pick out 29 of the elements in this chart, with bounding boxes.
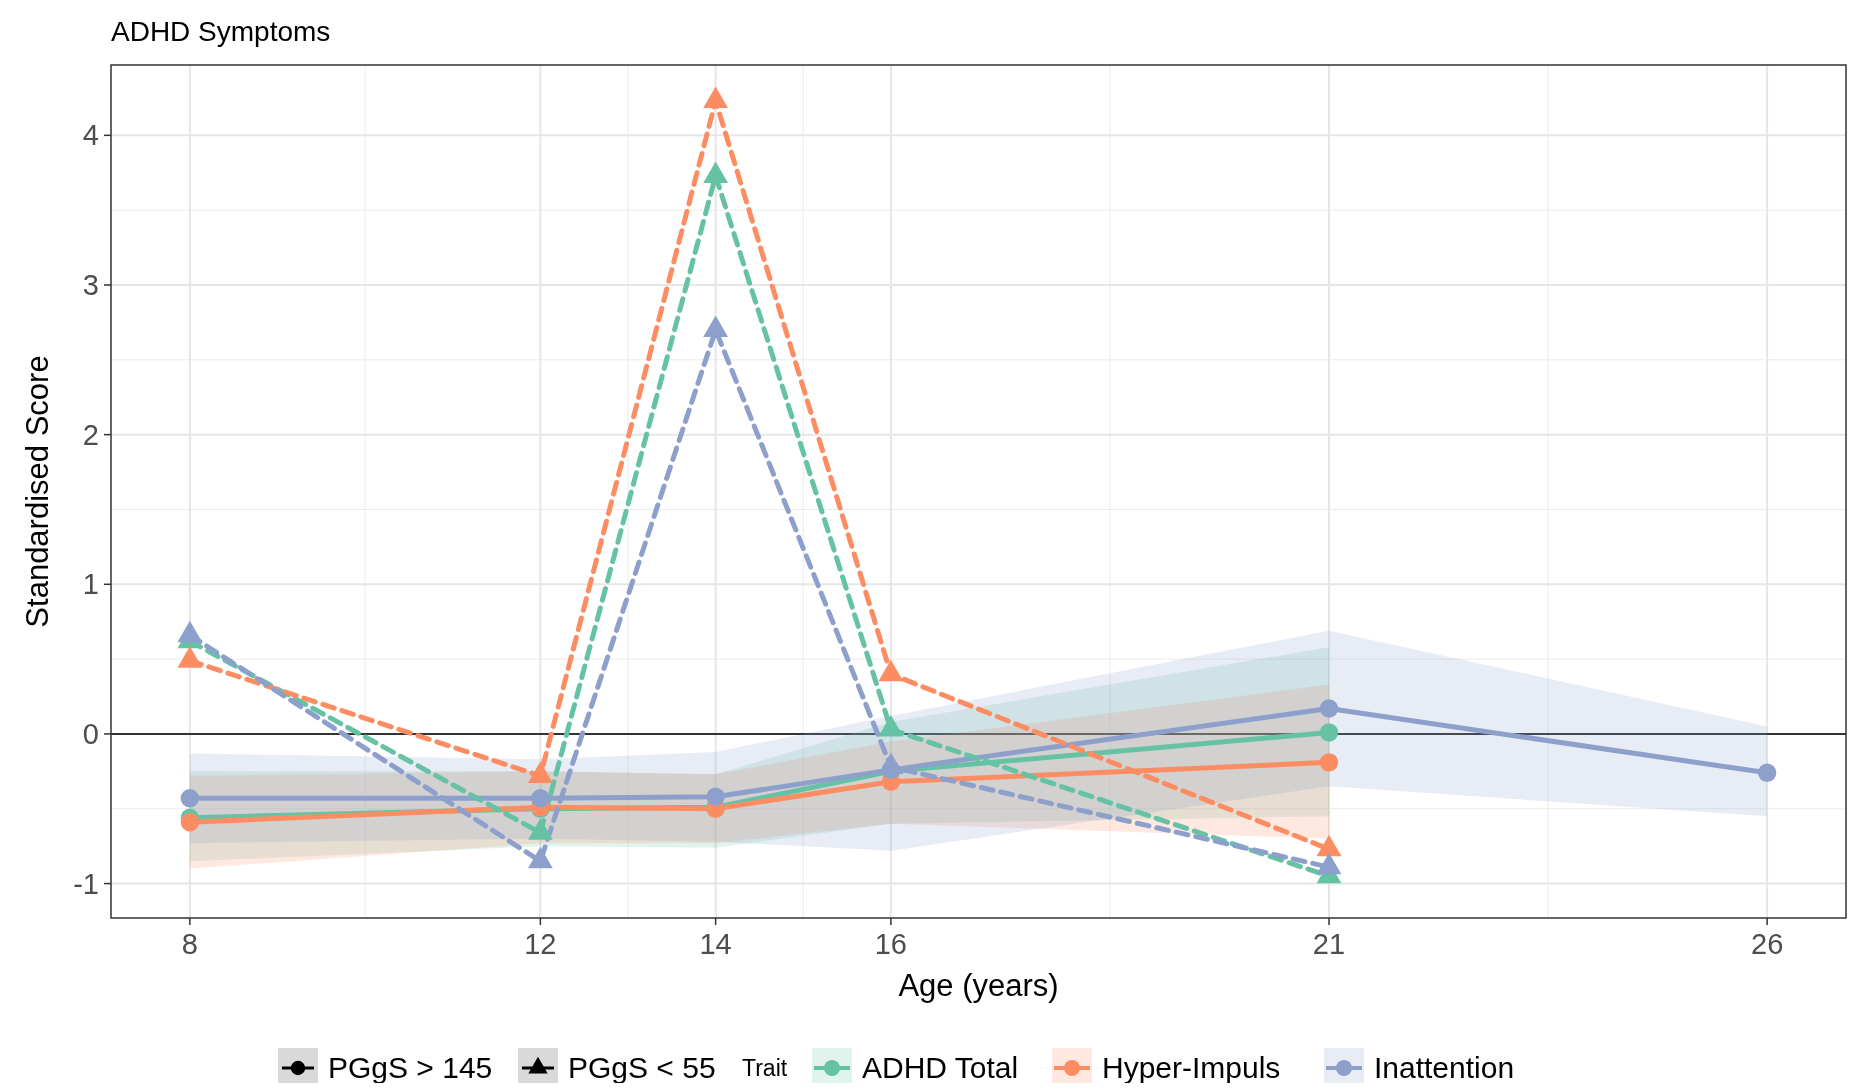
legend-label: ADHD Total: [862, 1051, 1019, 1084]
point: [1757, 763, 1777, 783]
point: [1319, 753, 1339, 772]
point: [180, 789, 200, 808]
y-tick-label: 0: [82, 717, 99, 750]
y-tick-label: 2: [82, 418, 99, 451]
y-tick-label: 1: [82, 568, 99, 601]
x-tick-label: 26: [1751, 928, 1784, 960]
x-tick-label: 21: [1312, 928, 1346, 960]
y-tick-label: -1: [73, 867, 99, 900]
point: [703, 315, 729, 338]
point: [1319, 723, 1339, 742]
chart-title: ADHD Symptoms: [111, 16, 331, 47]
legend-label: Inattention: [1374, 1051, 1515, 1084]
point: [706, 787, 725, 806]
point: [703, 161, 729, 183]
y-tick-label: 3: [82, 268, 99, 301]
point: [531, 789, 550, 808]
x-tick-label: 16: [874, 928, 908, 960]
y-axis-title: Standardised Score: [20, 355, 55, 628]
point: [180, 813, 200, 832]
x-tick-label: 8: [181, 928, 198, 960]
y-tick-label: 4: [82, 119, 99, 152]
point: [703, 86, 729, 109]
x-axis-title: Age (years): [898, 968, 1059, 1003]
point: [1319, 699, 1339, 718]
legend-title: Trait: [742, 1055, 788, 1081]
x-tick-label: 12: [524, 928, 557, 960]
x-tick-label: 14: [699, 928, 732, 960]
